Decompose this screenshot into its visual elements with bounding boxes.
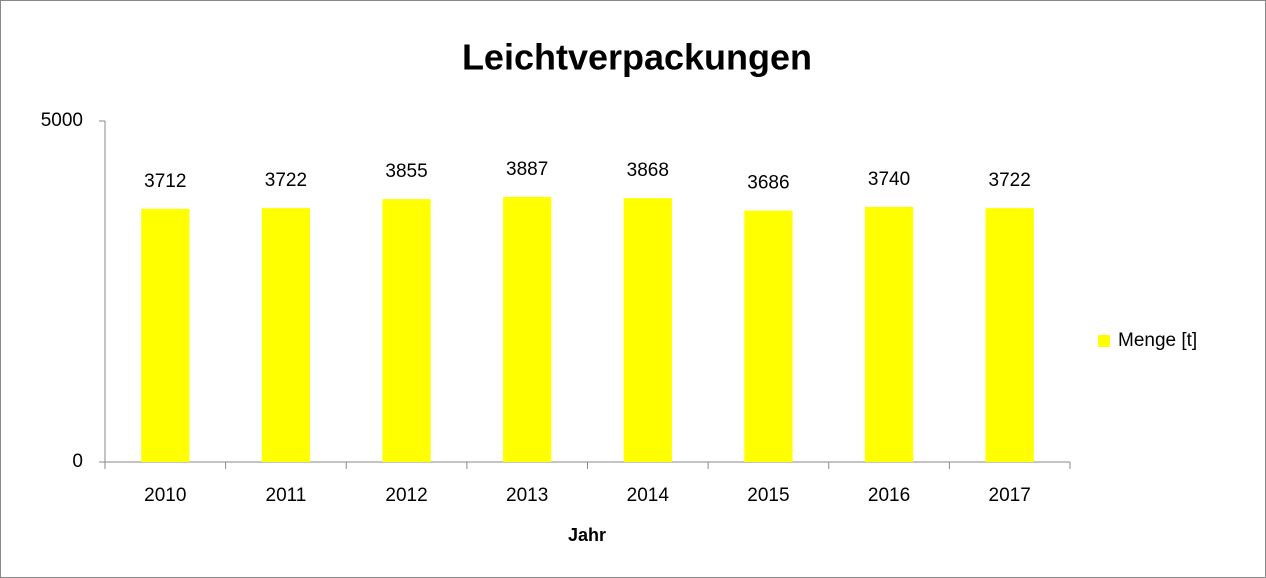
x-tick-label: 2014 [627, 485, 670, 506]
x-tick-label: 2010 [144, 485, 186, 506]
legend-swatch [1098, 335, 1110, 347]
data-label: 3855 [385, 161, 427, 182]
bar [261, 208, 311, 462]
bar [503, 196, 552, 462]
x-tick-label: 2013 [506, 485, 548, 506]
data-label: 3686 [747, 173, 789, 194]
y-tick-label: 0 [72, 451, 83, 472]
data-label: 3740 [868, 169, 910, 190]
bar [985, 208, 1034, 462]
data-label: 3868 [627, 160, 669, 181]
data-label: 3722 [989, 170, 1031, 191]
y-tick-label: 5000 [41, 110, 83, 131]
bar [382, 199, 431, 463]
data-label: 3712 [144, 171, 186, 192]
x-axis-label: Jahr [568, 525, 606, 545]
data-label: 3887 [506, 159, 548, 180]
bar [141, 208, 190, 462]
x-tick-label: 2011 [266, 485, 307, 506]
x-tick-label: 2012 [385, 485, 427, 506]
data-label: 3722 [265, 170, 307, 191]
chart-title: Leichtverpackungen [462, 37, 812, 78]
bar [623, 198, 672, 462]
x-tick-label: 2016 [868, 485, 910, 506]
bar [744, 210, 793, 462]
bar [864, 206, 914, 462]
x-tick-label: 2017 [989, 485, 1031, 506]
x-tick-label: 2015 [747, 485, 789, 506]
legend-label: Menge [t] [1118, 330, 1197, 351]
